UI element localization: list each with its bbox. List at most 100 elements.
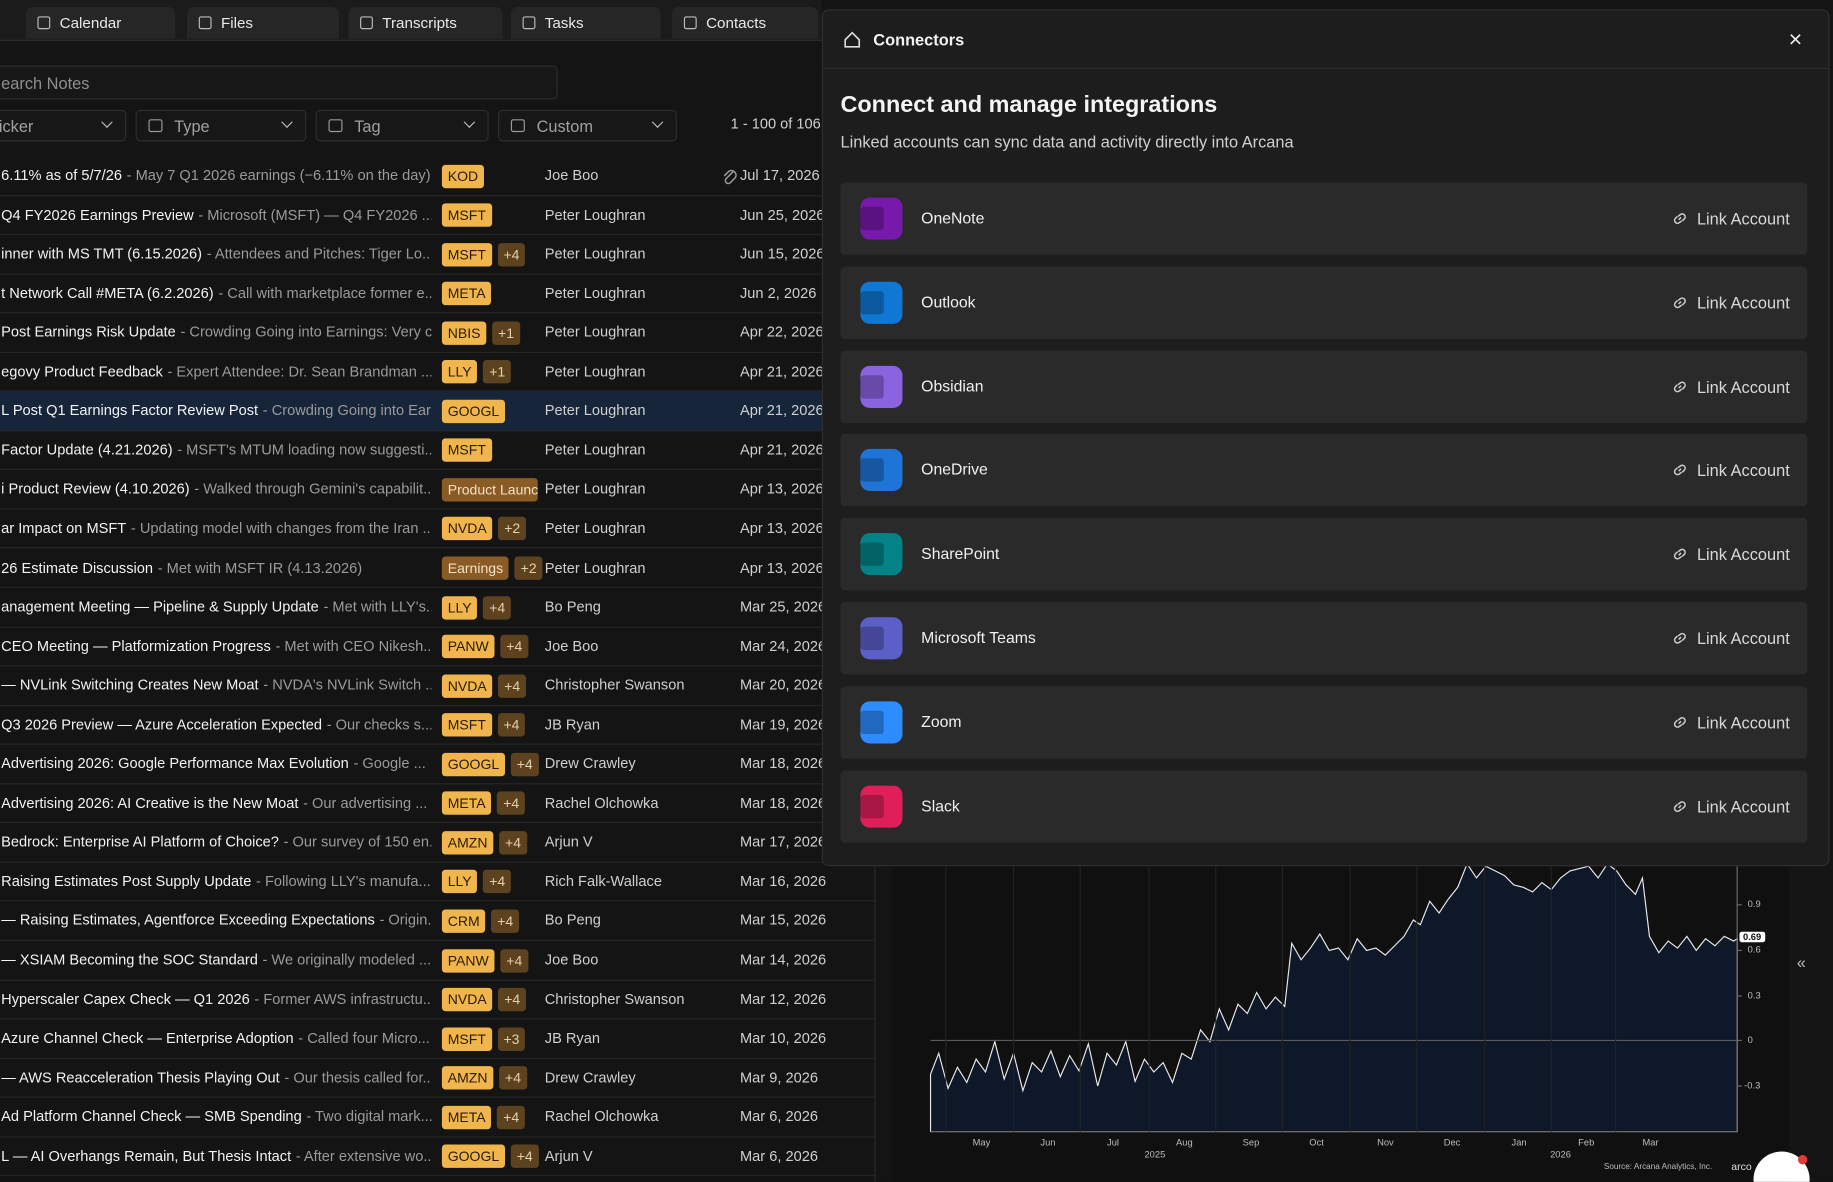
note-text: Bedrock: Enterprise AI Platform of Choic… (1, 823, 431, 862)
note-row[interactable]: — NVLink Switching Creates New Moat - NVD… (0, 667, 875, 706)
note-row[interactable]: 26 Estimate Discussion - Met with MSFT IR… (0, 549, 875, 589)
filter-dropdown[interactable]: Type (135, 109, 307, 142)
link-icon (1673, 297, 1686, 308)
link-label: Link Account (1696, 628, 1790, 648)
note-date: Mar 18, 2026 (739, 755, 827, 772)
note-title: i Product Review (4.10.2026) (1, 480, 190, 498)
link-account-button[interactable]: Link Account (1671, 518, 1790, 590)
tab[interactable]: Contacts (672, 7, 819, 39)
link-label: Link Account (1696, 544, 1790, 564)
note-title: Advertising 2026: AI Creative is the New… (1, 794, 299, 812)
tab[interactable]: Files (187, 7, 340, 39)
link-account-button[interactable]: Link Account (1671, 770, 1790, 842)
note-row[interactable]: Azure Channel Check — Enterprise Adoptio… (0, 1019, 875, 1059)
note-row[interactable]: ar Impact on MSFT - Updating model with c… (0, 510, 875, 549)
note-row[interactable]: — AWS Reacceleration Thesis Playing Out -… (0, 1059, 875, 1098)
note-row[interactable]: L — AI Overhangs Remain, But Thesis Inta… (0, 1137, 875, 1177)
icon-shape (860, 785, 903, 828)
tab[interactable]: Tasks (510, 7, 661, 39)
filter-dropdown[interactable]: Tag (315, 109, 489, 142)
link-label: Link Account (1696, 293, 1790, 312)
tag: PANW (441, 634, 495, 659)
note-title: 6.11% as of 5/7/26 (1, 167, 122, 184)
tag: NVDA (441, 674, 493, 698)
link-account-button[interactable]: Link Account (1671, 182, 1790, 254)
connector-row: Zoom Link Account (840, 685, 1808, 759)
tag: KOD (441, 164, 484, 188)
note-row[interactable]: Advertising 2026: AI Creative is the New… (0, 784, 875, 824)
note-date: Apr 13, 2026 (739, 520, 824, 537)
note-tags: Product Launc (441, 470, 538, 509)
x-tick-label: Feb (1578, 1137, 1595, 1148)
note-date: Mar 17, 2026 (739, 833, 827, 851)
link-account-button[interactable]: Link Account (1671, 350, 1790, 422)
tag: MSFT (441, 242, 492, 267)
link-label: Link Account (1696, 712, 1790, 732)
note-text: egovy Product Feedback - Expert Attendee:… (1, 353, 431, 392)
note-summary: - Met with LLY's... (323, 598, 432, 615)
note-summary: - Our survey of 150 en... (283, 833, 432, 851)
link-account-button[interactable]: Link Account (1671, 602, 1790, 674)
note-date: Mar 16, 2026 (739, 873, 827, 890)
tag: +2 (514, 556, 543, 580)
note-row[interactable]: egovy Product Feedback - Expert Attendee:… (0, 353, 875, 392)
link-icon (1673, 548, 1686, 560)
connector-icon (860, 533, 903, 576)
note-tags: MSFT +3 (441, 1019, 526, 1058)
header-divider (822, 67, 1829, 69)
note-row[interactable]: Raising Estimates Post Supply Update - Fo… (0, 863, 875, 902)
filter-label: Type (174, 116, 210, 136)
note-row[interactable]: t Network Call #META (6.2.2026) - Call wi… (0, 274, 875, 314)
close-button[interactable]: × (1788, 26, 1803, 53)
note-row[interactable]: Hyperscaler Capex Check — Q1 2026- Forme… (0, 980, 875, 1020)
note-row[interactable]: Factor Update (4.21.2026) - MSFT's MTUM l… (0, 431, 875, 471)
link-account-button[interactable]: Link Account (1671, 434, 1790, 506)
note-summary: - Google ... (353, 755, 426, 772)
note-row[interactable]: Q3 2026 Preview — Azure Acceleration Exp… (0, 706, 875, 745)
search-box[interactable]: earch Notes (0, 65, 558, 100)
tag: +4 (483, 595, 512, 620)
note-tags: AMZN +4 (441, 1059, 527, 1098)
note-title: L — AI Overhangs Remain, But Thesis Inta… (1, 1147, 292, 1165)
note-tags: MSFT +4 (441, 235, 526, 274)
note-row[interactable]: — Raising Estimates, Agentforce Exceedin… (0, 902, 875, 942)
note-row[interactable]: anagement Meeting — Pipeline & Supply Up… (0, 588, 875, 628)
note-row[interactable]: Post Earnings Risk Update - Crowding Goin… (0, 314, 875, 353)
icon-inner (860, 626, 884, 650)
connector-row: SharePoint Link Account (840, 518, 1808, 591)
note-text: Q3 2026 Preview — Azure Acceleration Exp… (1, 706, 431, 745)
note-summary: - Met with MSFT IR (4.13.2026) (157, 559, 363, 576)
note-author: Joe Boo (544, 167, 599, 184)
tag: LLY (441, 870, 478, 894)
note-row[interactable]: Ad Platform Channel Check — SMB Spending… (0, 1098, 875, 1138)
note-row[interactable]: CEO Meeting — Platformization Progress - … (0, 627, 875, 667)
note-row[interactable]: inner with MS TMT (6.15.2026) - Attendees… (0, 235, 875, 275)
filter-dropdown[interactable]: icker (0, 109, 127, 142)
note-row[interactable]: — XSIAM Becoming the SOC Standard - We or… (0, 941, 875, 981)
search-placeholder: earch Notes (1, 73, 90, 92)
note-summary: - Two digital mark... (306, 1108, 432, 1125)
y-tick-label: 0 (1747, 1034, 1753, 1046)
filter-dropdown[interactable]: Custom (497, 109, 677, 142)
link-account-button[interactable]: Link Account (1671, 686, 1790, 758)
filter-icon (510, 119, 525, 133)
collapse-button[interactable]: « (1796, 952, 1806, 972)
note-row[interactable]: i Product Review (4.10.2026) - Walked thr… (0, 470, 875, 510)
tag: AMZN (441, 830, 494, 855)
note-row[interactable]: Bedrock: Enterprise AI Platform of Choic… (0, 823, 875, 863)
tag: GOOGL (441, 399, 506, 423)
note-summary: - NVDA's NVLink Switch ... (263, 677, 432, 694)
note-tags: META +4 (441, 1098, 526, 1137)
note-row[interactable]: Advertising 2026: Google Performance Max… (0, 745, 875, 785)
link-account-button[interactable]: Link Account (1671, 266, 1790, 338)
note-tags: NBIS +1 (441, 314, 520, 353)
tab[interactable]: Calendar (25, 7, 176, 39)
note-row[interactable]: L Post Q1 Earnings Factor Review Post - C… (0, 391, 875, 432)
note-text: Advertising 2026: Google Performance Max… (1, 745, 431, 784)
note-row[interactable]: 6.11% as of 5/7/26- May 7 Q1 2026 earnin… (0, 157, 875, 196)
note-row[interactable]: Q4 FY2026 Earnings Preview - Microsoft (M… (0, 196, 875, 236)
note-date: Mar 20, 2026 (739, 677, 827, 694)
tab-label: Files (220, 14, 254, 32)
tab[interactable]: Transcripts (348, 7, 503, 39)
note-title: 26 Estimate Discussion (1, 559, 154, 576)
